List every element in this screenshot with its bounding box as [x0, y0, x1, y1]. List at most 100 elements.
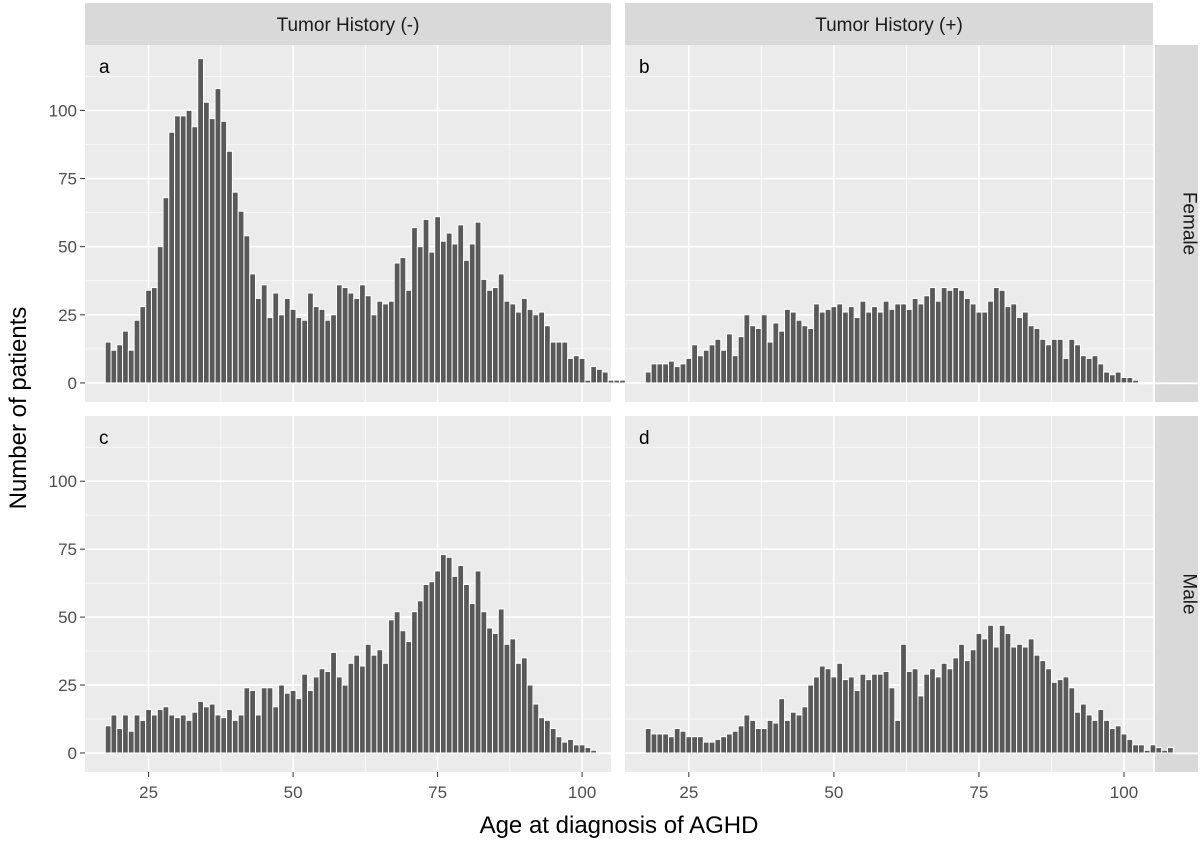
bar-panel-d-age-100: [1120, 733, 1128, 754]
bar-panel-a-age-70: [405, 289, 413, 384]
bar-panel-a-age-65: [376, 300, 384, 384]
bar-panel-d-age-45: [801, 706, 809, 754]
bar-panel-b-age-52: [842, 311, 849, 384]
bar-panel-a-age-37: [214, 88, 222, 384]
panel-tag-a: a: [99, 57, 110, 78]
bar-panel-d-age-42: [784, 719, 791, 754]
bar-panel-b-age-91: [1068, 338, 1076, 384]
bar-panel-b-age-56: [865, 311, 873, 384]
bar-panel-d-age-43: [789, 711, 797, 754]
bar-panel-d-age-50: [830, 676, 838, 754]
bar-panel-b-age-28: [702, 349, 710, 384]
bar-panel-d-age-63: [905, 670, 913, 754]
bar-panel-c-age-40: [231, 719, 239, 754]
bar-panel-d-age-55: [859, 673, 867, 754]
bar-panel-d-age-94: [1085, 714, 1093, 754]
bar-panel-d-age-70: [946, 668, 954, 754]
bar-panel-a-age-101: [584, 379, 592, 384]
bar-panel-b-age-24: [679, 363, 687, 384]
bar-panel-d-age-39: [766, 719, 774, 754]
bar-panel-b-age-87: [1045, 344, 1052, 384]
bar-panel-a-age-98: [567, 357, 574, 384]
bar-panel-c-age-74: [428, 581, 436, 754]
bar-panel-d-age-111: [1184, 752, 1192, 755]
bar-panel-c-age-85: [492, 632, 499, 754]
y-tick-label: 0: [68, 374, 77, 393]
bar-panel-b-age-74: [969, 303, 977, 384]
bar-panel-c-age-90: [520, 657, 528, 754]
bar-panel-b-age-36: [749, 325, 757, 384]
bar-panel-a-age-39: [226, 150, 233, 384]
bar-panel-a-age-91: [526, 308, 534, 384]
bar-panel-c-age-22: [127, 730, 135, 754]
bar-panel-a-age-79: [457, 224, 465, 384]
bar-panel-b-age-83: [1021, 311, 1029, 384]
bar-panel-b-age-45: [801, 325, 809, 384]
bar-panel-b-age-63: [905, 308, 913, 384]
bar-panel-a-age-93: [538, 311, 546, 384]
bar-panel-b-age-108: [1167, 382, 1174, 385]
bar-panel-a-age-103: [596, 368, 603, 384]
bar-panel-b-age-22: [668, 360, 675, 384]
bar-panel-d-age-32: [726, 733, 733, 754]
bar-panel-b-age-43: [789, 311, 797, 384]
bar-panel-c-age-76: [439, 554, 447, 754]
bar-panel-c-age-34: [197, 700, 204, 754]
bar-panel-c-age-43: [249, 689, 257, 754]
bar-panel-d-age-68: [934, 676, 942, 754]
bar-panel-b-age-54: [853, 317, 861, 384]
bar-panel-b-age-75: [975, 311, 983, 384]
row-strip-label-1: Female: [1179, 192, 1200, 255]
y-tick-label: 25: [58, 676, 77, 695]
bar-panel-c-age-72: [416, 600, 424, 754]
bar-panel-a-age-107: [619, 379, 626, 384]
bar-panel-c-age-81: [468, 603, 476, 754]
bar-panel-b-age-69: [940, 287, 948, 384]
bar-panel-d-age-90: [1062, 676, 1070, 754]
bar-panel-b-age-60: [888, 308, 896, 384]
row-strip-label-2: Male: [1179, 573, 1200, 614]
bar-panel-d-age-97: [1103, 719, 1110, 754]
bar-panel-c-age-107: [619, 752, 626, 755]
column-strip-label-2: Tumor History (+): [815, 15, 963, 36]
bar-panel-c-age-30: [174, 717, 181, 754]
bar-panel-b-age-70: [946, 289, 954, 384]
bar-panel-d-age-44: [795, 714, 803, 754]
bar-panel-a-age-89: [515, 311, 522, 384]
bar-panel-b-age-59: [882, 300, 890, 384]
bar-panel-c-age-48: [278, 684, 285, 754]
bar-panel-a-age-81: [468, 243, 476, 384]
bar-panel-c-age-32: [185, 719, 193, 754]
bar-panel-d-age-107: [1161, 749, 1169, 754]
bar-panel-c-age-35: [202, 706, 210, 754]
bar-panel-d-age-102: [1132, 744, 1139, 754]
x-tick-label: 25: [139, 783, 158, 802]
bar-panel-b-age-106: [1155, 382, 1163, 385]
bar-panel-b-age-30: [714, 338, 722, 384]
bar-panel-c-age-33: [191, 711, 199, 754]
bar-panel-a-age-26: [150, 287, 158, 384]
bar-panel-b-age-89: [1056, 338, 1064, 384]
bar-panel-c-age-79: [457, 564, 465, 754]
bar-panel-a-age-82: [474, 221, 482, 384]
bar-panel-b-age-39: [766, 341, 774, 384]
bar-panel-a-age-25: [145, 289, 152, 384]
bar-panel-b-age-37: [755, 327, 762, 384]
bar-panel-d-age-95: [1091, 719, 1099, 754]
bar-panel-c-age-86: [497, 608, 505, 754]
bar-panel-b-age-81: [1010, 303, 1018, 384]
bar-panel-a-age-74: [428, 251, 436, 384]
bar-panel-c-age-45: [260, 687, 268, 754]
bar-panel-b-age-65: [917, 303, 925, 384]
bar-panel-a-age-59: [341, 287, 349, 384]
bar-panel-b-age-73: [963, 297, 971, 384]
bar-panel-c-age-102: [590, 749, 598, 754]
bar-panel-d-age-69: [940, 662, 948, 754]
bar-panel-d-age-46: [807, 684, 815, 754]
bar-panel-b-age-20: [656, 363, 664, 384]
bar-panel-c-age-84: [486, 627, 494, 754]
bar-panel-a-age-102: [590, 366, 598, 384]
bar-panel-c-age-41: [237, 714, 245, 754]
bar-panel-b-age-94: [1085, 357, 1093, 384]
bar-panel-d-age-113: [1196, 752, 1200, 755]
